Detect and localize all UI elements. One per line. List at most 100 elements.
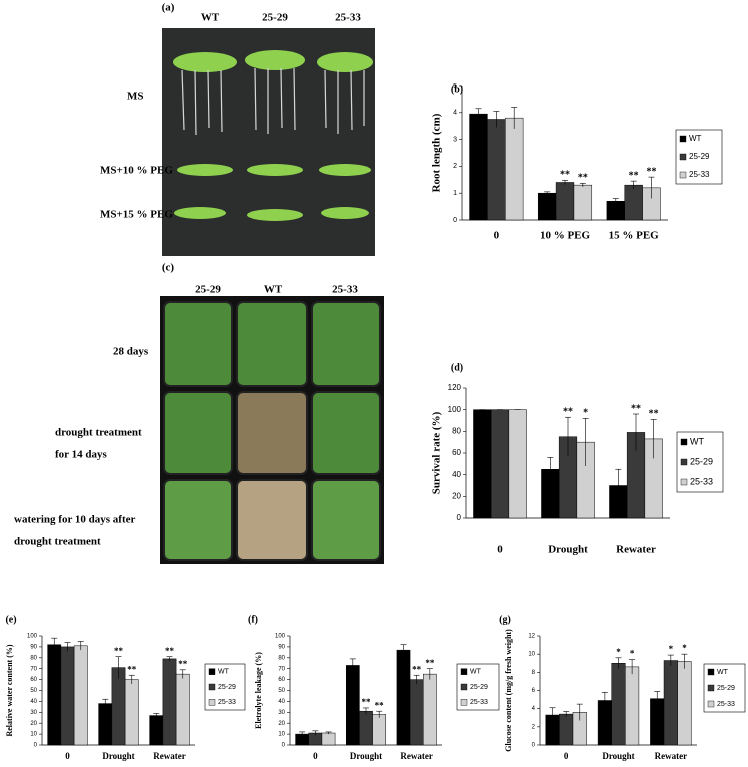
y-tick-label: 40 bbox=[30, 699, 37, 705]
x-tick-label: Drought bbox=[548, 544, 588, 556]
legend-label: WT bbox=[717, 669, 729, 676]
legend-label: 25-29 bbox=[218, 684, 236, 691]
y-axis-label: Survival rate (%) bbox=[431, 411, 443, 494]
y-tick-label: 10 bbox=[278, 732, 285, 738]
y-tick-label: 90 bbox=[30, 644, 37, 650]
error-bar bbox=[312, 730, 319, 736]
y-tick-label: 12 bbox=[528, 634, 535, 640]
bar bbox=[124, 679, 139, 746]
panel-label: (d) bbox=[451, 362, 463, 373]
error-bar bbox=[166, 656, 173, 662]
column-label: WT bbox=[201, 12, 220, 24]
bar bbox=[663, 660, 678, 746]
bar bbox=[359, 710, 373, 746]
y-tick-label: 20 bbox=[452, 491, 461, 500]
x-tick-label: 0 bbox=[494, 230, 500, 242]
significance-label: ** bbox=[425, 658, 435, 668]
legend-swatch bbox=[679, 135, 687, 143]
error-bar bbox=[615, 657, 622, 669]
error-bar bbox=[547, 457, 554, 482]
legend-label: 25-29 bbox=[717, 685, 735, 692]
x-tick-label: Drought bbox=[102, 751, 134, 761]
panel-label: (c) bbox=[162, 262, 175, 274]
x-tick-label: Rewater bbox=[153, 751, 185, 761]
bar bbox=[624, 184, 643, 221]
significance-label: ** bbox=[629, 170, 639, 181]
error-bar bbox=[650, 419, 657, 459]
error-bar bbox=[179, 669, 186, 679]
y-tick-label: 0 bbox=[532, 743, 536, 749]
y-tick-label: 8 bbox=[532, 670, 536, 676]
error-bar bbox=[576, 703, 583, 721]
significance-label: ** bbox=[631, 403, 641, 414]
legend-label: 25-29 bbox=[689, 152, 710, 161]
column-label: 25-29 bbox=[262, 12, 288, 24]
y-tick-label: 2 bbox=[453, 163, 457, 170]
significance-label: * bbox=[630, 649, 635, 659]
legend-label: 25-33 bbox=[690, 476, 713, 486]
x-tick-label: Drought bbox=[350, 751, 382, 761]
bar bbox=[606, 200, 625, 221]
legend-label: WT bbox=[690, 436, 704, 446]
y-tick-label: 4 bbox=[532, 706, 536, 712]
error-bar bbox=[615, 468, 622, 502]
significance-label: * bbox=[583, 408, 588, 419]
row-label: for 14 days bbox=[55, 449, 107, 461]
bar bbox=[508, 409, 527, 519]
error-bar bbox=[579, 182, 586, 188]
legend-label: 25-33 bbox=[717, 701, 735, 708]
significance-label: ** bbox=[560, 170, 570, 181]
legend-label: 25-29 bbox=[470, 684, 488, 691]
significance-label: ** bbox=[412, 664, 422, 674]
error-bar bbox=[77, 641, 84, 651]
error-bar bbox=[102, 698, 109, 708]
error-bar bbox=[648, 176, 655, 199]
column-label: 25-33 bbox=[332, 284, 358, 296]
significance-label: * bbox=[682, 643, 687, 653]
panel-label: (b) bbox=[451, 84, 463, 95]
x-tick-label: Rewater bbox=[616, 544, 656, 556]
legend-swatch bbox=[208, 683, 216, 691]
y-tick-label: 80 bbox=[278, 655, 285, 661]
bar bbox=[47, 644, 62, 746]
error-bar bbox=[681, 653, 688, 669]
error-bar bbox=[565, 416, 571, 457]
x-tick-label: 0 bbox=[65, 751, 70, 761]
row-label: MS+10 % PEG bbox=[100, 165, 173, 177]
legend-swatch bbox=[460, 699, 468, 706]
y-tick-label: 10 bbox=[528, 652, 535, 658]
legend-swatch bbox=[460, 668, 468, 675]
x-tick-label: 15 % PEG bbox=[609, 230, 660, 242]
y-tick-label: 70 bbox=[278, 666, 285, 672]
y-tick-label: 60 bbox=[452, 448, 461, 457]
bar bbox=[345, 665, 360, 746]
y-axis-label: Root length (cm) bbox=[431, 113, 443, 192]
bar bbox=[537, 192, 557, 221]
legend-label: 25-33 bbox=[470, 699, 488, 706]
bar bbox=[487, 119, 506, 221]
row-label: drought treatment bbox=[55, 427, 142, 439]
legend-swatch bbox=[707, 684, 715, 692]
bar bbox=[469, 113, 488, 221]
significance-label: * bbox=[616, 647, 621, 657]
y-tick-label: 100 bbox=[275, 634, 286, 640]
significance-label: ** bbox=[127, 664, 137, 674]
error-bar bbox=[511, 107, 518, 129]
bar bbox=[473, 409, 492, 519]
bar bbox=[396, 649, 411, 746]
y-tick-label: 3 bbox=[453, 136, 457, 143]
error-bar bbox=[115, 656, 122, 679]
y-tick-label: 100 bbox=[27, 634, 38, 640]
y-tick-label: 80 bbox=[452, 426, 461, 435]
bar bbox=[555, 182, 575, 221]
legend-swatch bbox=[707, 668, 715, 676]
y-tick-label: 90 bbox=[278, 644, 285, 650]
bar bbox=[175, 673, 190, 746]
bar bbox=[149, 715, 164, 746]
legend-swatch bbox=[680, 458, 688, 466]
significance-label: ** bbox=[649, 409, 659, 420]
error-bar bbox=[349, 658, 356, 672]
column-label: 25-29 bbox=[195, 284, 221, 296]
y-tick-label: 40 bbox=[278, 699, 285, 705]
